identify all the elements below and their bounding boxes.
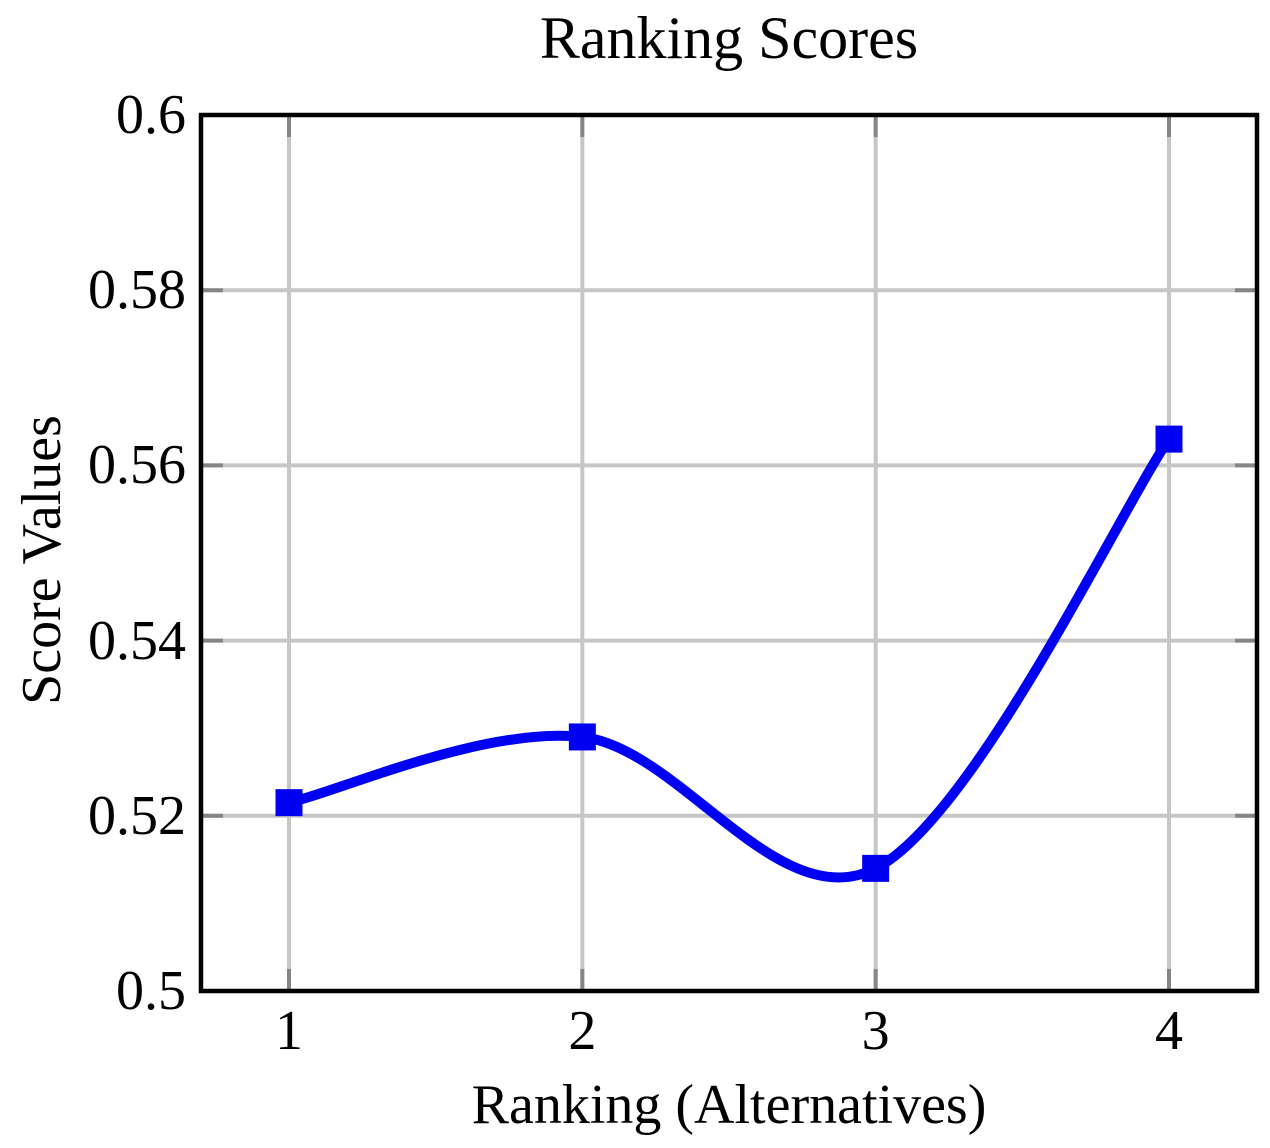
data-point-marker-3 [862,854,890,882]
series-line-ranking-scores [284,434,1174,883]
chart-title: Ranking Scores [539,5,919,71]
x-tick-label-1: 1 [275,1000,303,1062]
data-point-marker-2 [568,723,596,751]
plot-frame [198,112,1260,994]
y-tick-label-0.54: 0.54 [88,609,186,672]
x-tick-label-4: 4 [1155,1000,1183,1062]
y-tick-label-0.52: 0.52 [88,784,186,847]
data-point-marker-4 [1155,425,1183,453]
x-tick-label-2: 2 [568,1000,597,1062]
data-point-marker-1 [275,789,303,817]
x-tick-label-3: 3 [861,1000,890,1062]
x-axis-title: Ranking (Alternatives) [471,1074,987,1136]
y-tick-label-0.56: 0.56 [88,434,186,497]
y-tick-label-0.6: 0.6 [116,84,186,146]
y-tick-label-0.5: 0.5 [116,960,186,1022]
y-tick-label-0.58: 0.58 [88,259,186,322]
